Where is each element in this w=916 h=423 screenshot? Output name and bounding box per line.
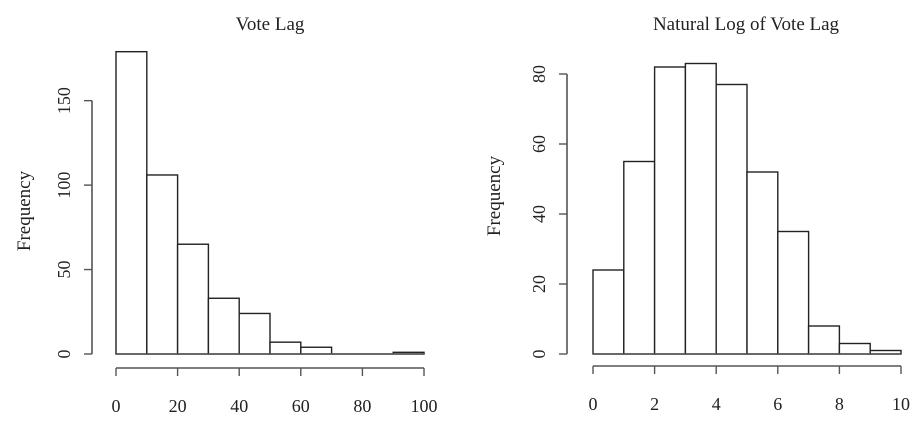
x-tick-label: 10 [892, 394, 910, 414]
x-tick-label: 8 [835, 394, 844, 414]
y-tick-label: 100 [54, 172, 74, 199]
y-tick-label: 0 [54, 350, 74, 359]
chart-title: Vote Lag [236, 14, 305, 35]
y-tick-label: 0 [529, 350, 549, 359]
y-tick-label: 150 [54, 87, 74, 114]
histogram-bar [146, 174, 179, 355]
chart-title: Natural Log of Vote Lag [653, 14, 840, 35]
y-tick-label: 20 [529, 275, 549, 293]
histogram-vote-lag: Vote Lag Frequency 0 50 100 150 0 20 40 60 80 10… [14, 14, 438, 416]
x-tick-label: 6 [773, 394, 782, 414]
x-tick-label: 2 [650, 394, 659, 414]
histogram-bar [207, 297, 240, 355]
x-tick-label: 0 [589, 394, 598, 414]
histogram-bar [746, 171, 779, 355]
x-tick-label: 40 [230, 396, 248, 416]
histogram-bar [300, 346, 333, 355]
histogram-bar [238, 312, 271, 355]
histogram-bar [269, 341, 302, 355]
histogram-bar [623, 160, 656, 355]
histogram-bar [592, 269, 625, 355]
histogram-bar [807, 325, 841, 355]
histogram-log-vote-lag: Natural Log of Vote Lag Frequency 020406… [484, 14, 910, 414]
y-axis-label: Frequency [14, 170, 35, 251]
y-tick-label: 40 [529, 205, 549, 223]
x-tick-label: 20 [169, 396, 187, 416]
y-axis: 0 50 100 150 [54, 87, 93, 359]
y-tick-label: 50 [54, 261, 74, 279]
x-tick-label: 60 [292, 396, 310, 416]
histogram-bar [777, 230, 810, 355]
histogram-bar [176, 243, 210, 355]
bars [592, 62, 902, 355]
histogram-bar [115, 50, 148, 355]
bars [115, 50, 425, 355]
histogram-bar [684, 62, 717, 355]
x-tick-label: 4 [712, 394, 721, 414]
histogram-bar [715, 83, 748, 355]
y-tick-label: 80 [529, 65, 549, 83]
x-axis: 0 2 4 6 8 10 [589, 365, 910, 414]
histogram-bar [653, 66, 687, 355]
x-tick-label: 0 [112, 396, 121, 416]
x-axis: 0 20 40 60 80 100 [112, 367, 438, 416]
y-axis-label: Frequency [484, 155, 505, 236]
histogram-bar [838, 342, 871, 355]
y-tick-label: 60 [529, 135, 549, 153]
y-axis: 0 20 40 60 80 [529, 65, 568, 359]
x-tick-label: 80 [353, 396, 371, 416]
x-tick-label: 100 [411, 396, 438, 416]
